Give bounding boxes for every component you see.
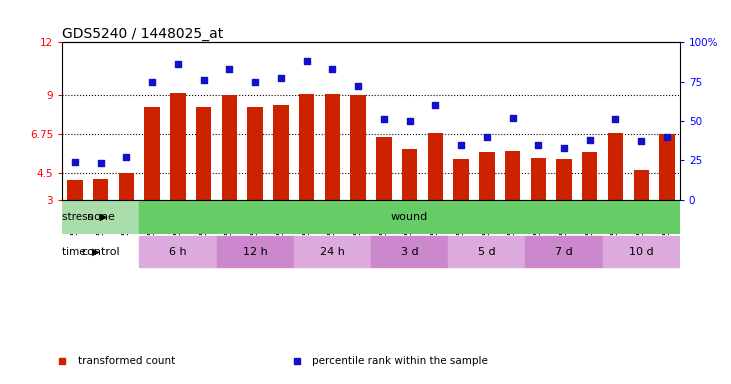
Bar: [299, 94, 314, 200]
Text: GSM567643: GSM567643: [405, 204, 414, 248]
Text: GSM567662: GSM567662: [662, 204, 672, 248]
Point: [198, 77, 210, 83]
Bar: [273, 105, 289, 200]
Bar: [376, 137, 392, 200]
Bar: [371, 236, 448, 267]
Text: time  ▶: time ▶: [62, 247, 100, 257]
Point: [481, 134, 493, 140]
Bar: [428, 133, 443, 200]
Text: 10 d: 10 d: [629, 247, 654, 257]
Text: 24 h: 24 h: [320, 247, 345, 257]
Point: [249, 78, 261, 84]
Bar: [448, 236, 526, 267]
Point: [455, 141, 467, 147]
Text: GSM567626: GSM567626: [199, 204, 208, 248]
Point: [172, 61, 183, 67]
Bar: [247, 107, 263, 200]
Bar: [402, 149, 417, 200]
Bar: [602, 236, 680, 267]
Bar: [216, 236, 294, 267]
Bar: [140, 201, 680, 233]
Text: 12 h: 12 h: [243, 247, 268, 257]
Point: [121, 154, 132, 160]
Text: GSM567644: GSM567644: [431, 204, 440, 248]
Text: GSM567654: GSM567654: [534, 204, 543, 248]
Bar: [479, 152, 494, 200]
Text: GSM567631: GSM567631: [251, 204, 260, 248]
Bar: [350, 95, 366, 200]
Text: GSM567624: GSM567624: [148, 204, 156, 248]
Bar: [93, 179, 108, 200]
Point: [300, 58, 312, 64]
Text: wound: wound: [391, 212, 428, 222]
Point: [95, 161, 107, 167]
Text: GDS5240 / 1448025_at: GDS5240 / 1448025_at: [62, 27, 224, 41]
Point: [378, 116, 390, 122]
Bar: [634, 170, 649, 200]
Bar: [294, 236, 371, 267]
Point: [404, 118, 415, 124]
Bar: [505, 151, 520, 200]
Bar: [582, 152, 597, 200]
Bar: [607, 133, 624, 200]
Text: GSM567620: GSM567620: [122, 204, 131, 248]
Bar: [325, 94, 340, 200]
Point: [507, 115, 518, 121]
Text: GSM567638: GSM567638: [354, 204, 363, 248]
Bar: [196, 107, 211, 200]
Point: [224, 66, 235, 72]
Text: 3 d: 3 d: [401, 247, 418, 257]
Bar: [556, 159, 572, 200]
Point: [365, 183, 377, 189]
Text: GSM567625: GSM567625: [173, 204, 183, 248]
Point: [275, 75, 287, 81]
Text: GSM567632: GSM567632: [276, 204, 285, 248]
Point: [532, 141, 544, 147]
Point: [430, 102, 442, 108]
Text: GSM567630: GSM567630: [225, 204, 234, 248]
Bar: [118, 174, 135, 200]
Point: [558, 145, 570, 151]
Text: GSM567619: GSM567619: [96, 204, 105, 248]
Bar: [170, 93, 186, 200]
Text: 6 h: 6 h: [169, 247, 186, 257]
Point: [635, 138, 647, 144]
Text: GSM567656: GSM567656: [586, 204, 594, 248]
Bar: [531, 158, 546, 200]
Text: percentile rank within the sample: percentile rank within the sample: [312, 356, 488, 366]
Text: GSM567649: GSM567649: [482, 204, 491, 248]
Bar: [659, 134, 675, 200]
Bar: [62, 201, 140, 233]
Point: [661, 134, 673, 140]
Text: control: control: [81, 247, 120, 257]
Point: [69, 159, 81, 165]
Text: stress  ▶: stress ▶: [62, 212, 107, 222]
Point: [327, 66, 338, 72]
Bar: [62, 236, 140, 267]
Point: [610, 116, 621, 122]
Text: 5 d: 5 d: [478, 247, 496, 257]
Text: GSM567661: GSM567661: [637, 204, 645, 248]
Text: GSM567648: GSM567648: [457, 204, 466, 248]
Text: GSM567642: GSM567642: [379, 204, 388, 248]
Point: [146, 78, 158, 84]
Bar: [453, 159, 469, 200]
Text: transformed count: transformed count: [77, 356, 175, 366]
Text: 7 d: 7 d: [555, 247, 573, 257]
Point: [352, 83, 364, 89]
Text: GSM567655: GSM567655: [559, 204, 569, 248]
Bar: [221, 95, 237, 200]
Bar: [67, 180, 83, 200]
Text: none: none: [87, 212, 115, 222]
Point: [584, 137, 596, 143]
Bar: [145, 107, 160, 200]
Text: GSM567660: GSM567660: [611, 204, 620, 248]
Text: GSM567636: GSM567636: [302, 204, 311, 248]
Bar: [140, 236, 216, 267]
Text: GSM567650: GSM567650: [508, 204, 517, 248]
Bar: [526, 236, 602, 267]
Text: GSM567637: GSM567637: [328, 204, 337, 248]
Text: GSM567618: GSM567618: [70, 204, 80, 248]
